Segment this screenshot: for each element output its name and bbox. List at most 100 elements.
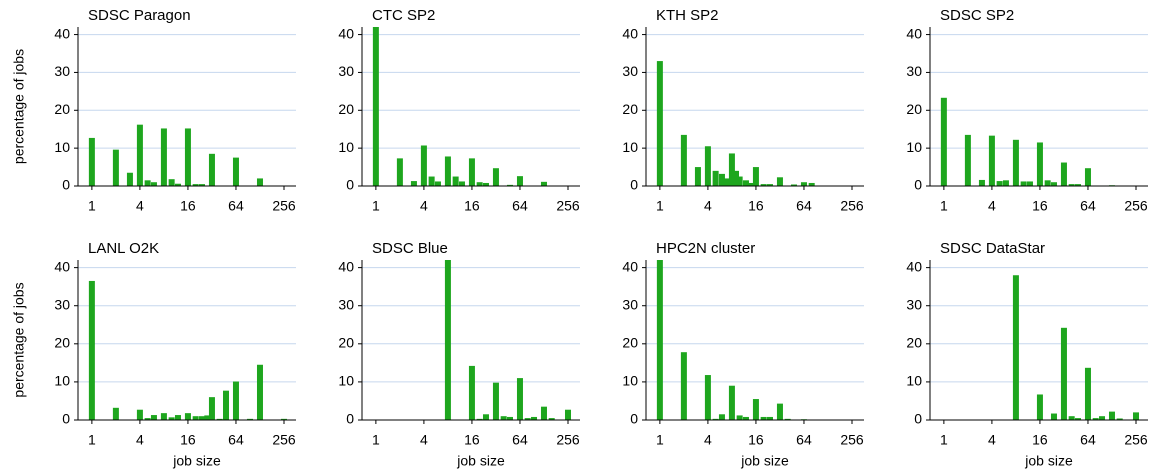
y-tick-label: 20	[338, 335, 354, 351]
y-tick-label: 20	[906, 101, 922, 117]
x-tick-label: 256	[1124, 432, 1148, 448]
bar	[712, 418, 719, 420]
y-tick-label: 0	[914, 411, 922, 427]
bar	[548, 418, 555, 420]
x-tick-label: 256	[1124, 198, 1148, 214]
bar	[444, 156, 451, 186]
bar	[736, 176, 743, 186]
bar	[800, 182, 807, 186]
bar	[174, 183, 181, 186]
bar	[1050, 413, 1057, 420]
bar	[1132, 412, 1139, 420]
bar	[192, 416, 199, 420]
bar	[506, 416, 513, 420]
x-tick-label: 4	[136, 198, 144, 214]
bar	[1036, 394, 1043, 420]
x-tick-label: 64	[512, 198, 528, 214]
bar	[428, 176, 435, 186]
bar	[752, 399, 759, 420]
panel: 0 10 20 30 40 1 4 16 64 256 SDSC DataStar job size	[906, 240, 1148, 469]
x-tick-label: 16	[1032, 432, 1048, 448]
x-axis-label: job size	[1024, 453, 1073, 469]
x-tick-label: 16	[748, 198, 764, 214]
y-axis-label: percentage of jobs	[11, 49, 27, 164]
y-tick-label: 30	[338, 63, 354, 79]
bar	[540, 181, 547, 186]
x-tick-label: 256	[272, 198, 296, 214]
x-tick-label: 4	[704, 198, 712, 214]
y-tick-label: 0	[346, 177, 354, 193]
bar	[1074, 184, 1081, 186]
bar	[458, 181, 465, 186]
x-tick-label: 256	[840, 432, 864, 448]
bar	[452, 176, 459, 186]
bar	[1068, 416, 1075, 420]
x-axis-label: job size	[172, 453, 221, 469]
bar	[1036, 142, 1043, 186]
y-tick-label: 30	[906, 63, 922, 79]
bar	[712, 170, 719, 186]
x-axis-label: job size	[740, 453, 789, 469]
bar	[564, 409, 571, 420]
bar	[680, 134, 687, 186]
x-tick-label: 16	[464, 432, 480, 448]
panel: 0 10 20 30 40 1 4 16 64 256 KTH SP2	[622, 7, 864, 214]
bar	[444, 260, 451, 420]
y-tick-label: 10	[338, 139, 354, 155]
bar	[1108, 411, 1115, 420]
y-tick-label: 40	[906, 258, 922, 274]
bar	[704, 146, 711, 186]
bar	[168, 179, 175, 186]
x-tick-label: 4	[420, 198, 428, 214]
bar	[150, 415, 157, 420]
bar	[1060, 327, 1067, 420]
x-tick-label: 256	[840, 198, 864, 214]
x-tick-label: 64	[228, 198, 244, 214]
x-tick-label: 4	[420, 432, 428, 448]
bar	[752, 167, 759, 186]
bar	[256, 364, 263, 420]
x-tick-label: 1	[372, 198, 380, 214]
bar	[724, 178, 731, 186]
y-tick-label: 10	[622, 373, 638, 389]
panel-title: HPC2N cluster	[656, 240, 755, 257]
bar	[136, 124, 143, 186]
bar	[500, 416, 507, 420]
y-tick-label: 40	[906, 25, 922, 41]
y-tick-label: 30	[622, 63, 638, 79]
bar	[656, 61, 663, 186]
panel-title: SDSC Blue	[372, 240, 448, 257]
bar	[718, 414, 725, 420]
bar	[468, 365, 475, 420]
bar	[372, 27, 379, 186]
bar	[232, 381, 239, 420]
y-tick-label: 30	[54, 63, 70, 79]
y-tick-label: 20	[906, 335, 922, 351]
bar	[776, 403, 783, 420]
bar	[198, 184, 205, 186]
bar	[736, 415, 743, 420]
y-tick-label: 40	[54, 258, 70, 274]
bar	[680, 352, 687, 420]
bar	[247, 418, 254, 420]
x-tick-label: 4	[136, 432, 144, 448]
y-axis-label: percentage of jobs	[11, 282, 27, 397]
bar	[136, 409, 143, 420]
bar	[208, 153, 215, 186]
bar	[988, 135, 995, 186]
bar	[1060, 162, 1067, 186]
x-tick-label: 1	[656, 432, 664, 448]
bar	[704, 375, 711, 420]
y-tick-label: 20	[54, 335, 70, 351]
bar	[216, 418, 223, 420]
x-tick-label: 16	[464, 198, 480, 214]
bar	[222, 390, 229, 420]
bar	[1050, 182, 1057, 186]
bar	[1084, 168, 1091, 186]
panel-title: SDSC SP2	[940, 7, 1014, 24]
bar	[184, 128, 191, 186]
x-tick-label: 16	[180, 432, 196, 448]
bar	[174, 415, 181, 420]
y-tick-label: 30	[54, 296, 70, 312]
bar	[784, 418, 791, 420]
